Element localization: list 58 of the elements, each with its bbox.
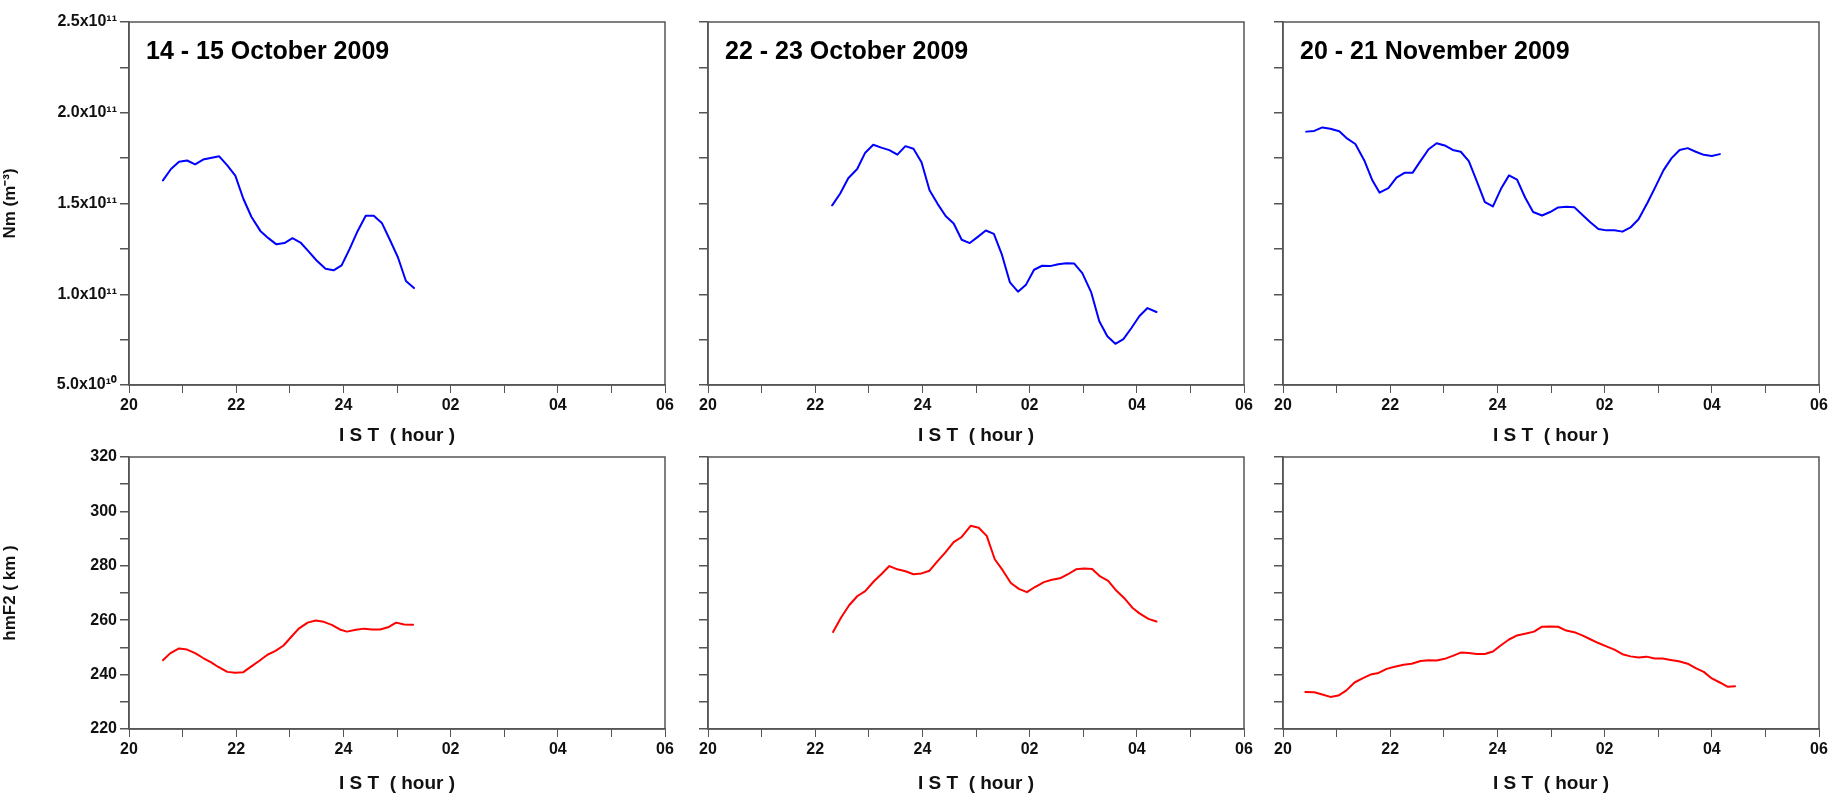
y-tick-label: 220 [90, 719, 118, 737]
y-tick-label: 1.0x10¹¹ [57, 284, 117, 302]
x-tick-label: 02 [1020, 396, 1039, 414]
text: 22 - 23 October 2009 [725, 36, 969, 65]
x-tick-label: 04 [548, 740, 567, 758]
x-tick-label: 06 [1235, 740, 1253, 758]
x-axis-title: I S T ( hour ) [917, 771, 1035, 793]
x-tick-label: 04 [1702, 740, 1721, 758]
x-tick-label: 04 [1127, 396, 1146, 414]
x-tick-label: 04 [548, 396, 567, 414]
x-tick-label: 24 [334, 396, 353, 414]
y-tick-label: 2.0x10¹¹ [57, 103, 117, 121]
y-tick-label: 2.5x10¹¹ [57, 12, 117, 30]
x-tick-label: 06 [1810, 396, 1828, 414]
text: 20 - 21 November 2009 [1300, 36, 1570, 65]
x-axis-title: I S T ( hour ) [338, 771, 456, 793]
x-tick-label: 02 [1020, 740, 1039, 758]
x-tick-label: 20 [1274, 740, 1292, 758]
x-tick-label: 22 [227, 740, 246, 758]
x-tick-label: 24 [1488, 396, 1507, 414]
x-tick-label: 06 [1235, 396, 1253, 414]
x-tick-label: 02 [441, 396, 460, 414]
x-axis-title: I S T ( hour ) [1492, 771, 1610, 793]
x-tick-label: 02 [441, 740, 460, 758]
x-tick-label: 02 [1595, 396, 1614, 414]
x-axis-title: I S T ( hour ) [338, 423, 456, 445]
x-tick-label: 20 [699, 740, 717, 758]
text: 14 - 15 October 2009 [146, 36, 390, 65]
y-tick-label: 240 [90, 665, 118, 683]
x-tick-label: 22 [1381, 740, 1400, 758]
x-tick-label: 22 [227, 396, 246, 414]
x-tick-label: 20 [120, 396, 138, 414]
x-tick-label: 22 [806, 396, 825, 414]
x-tick-label: 22 [806, 740, 825, 758]
x-tick-label: 06 [1810, 740, 1828, 758]
y-tick-label: 320 [90, 447, 118, 465]
x-tick-label: 06 [656, 740, 674, 758]
y-tick-label: 5.0x10¹⁰ [56, 375, 117, 393]
y-tick-label: 1.5x10¹¹ [57, 193, 117, 211]
x-tick-label: 20 [699, 396, 717, 414]
x-tick-label: 22 [1381, 396, 1400, 414]
x-tick-label: 04 [1127, 740, 1146, 758]
x-tick-label: 06 [656, 396, 674, 414]
x-tick-label: 20 [1274, 396, 1292, 414]
y-axis-title: hmF2 ( km ) [0, 545, 19, 641]
x-tick-label: 24 [1488, 740, 1507, 758]
x-axis-title: I S T ( hour ) [917, 423, 1035, 445]
x-tick-label: 04 [1702, 396, 1721, 414]
x-tick-label: 24 [334, 740, 353, 758]
y-axis-title: Nm (m⁻³) [0, 168, 19, 239]
x-tick-label: 20 [120, 740, 138, 758]
x-axis-title: I S T ( hour ) [1492, 423, 1610, 445]
x-tick-label: 02 [1595, 740, 1614, 758]
y-tick-label: 300 [90, 501, 118, 519]
x-tick-label: 24 [913, 396, 932, 414]
y-tick-label: 260 [90, 610, 118, 628]
y-tick-label: 280 [90, 556, 118, 574]
x-tick-label: 24 [913, 740, 932, 758]
